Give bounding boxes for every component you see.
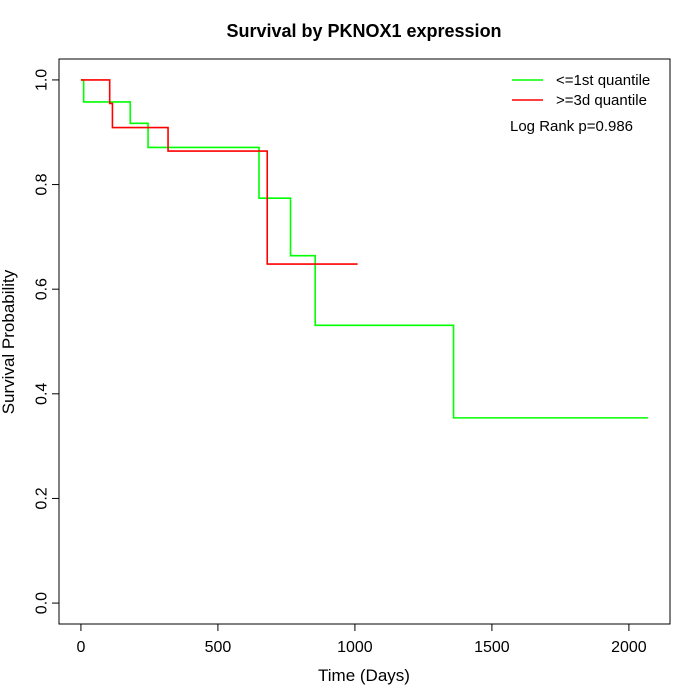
y-axis-label: Survival Probability — [0, 269, 18, 414]
x-tick-label: 500 — [205, 639, 232, 656]
x-axis-label: Time (Days) — [318, 666, 410, 685]
x-tick-label: 1500 — [474, 639, 510, 656]
plot-frame — [58, 58, 671, 625]
y-tick-label: 0.8 — [34, 173, 51, 195]
y-tick-label: 0.6 — [34, 278, 51, 300]
legend: <=1st quantile >=3d quantile — [512, 72, 650, 109]
y-tick-label: 0.0 — [34, 592, 51, 614]
y-tick-label: 0.2 — [34, 487, 51, 509]
legend-label: <=1st quantile — [556, 72, 650, 89]
y-axis: 0.0 0.2 0.4 0.6 0.8 1.0 — [34, 69, 60, 614]
x-tick-label: 2000 — [611, 639, 647, 656]
series-layer — [80, 79, 649, 419]
series-line-1 — [80, 79, 358, 265]
log-rank-annotation: Log Rank p=0.986 — [510, 118, 633, 135]
chart-title: Survival by PKNOX1 expression — [226, 21, 501, 41]
x-tick-label: 0 — [76, 639, 85, 656]
legend-label: >=3d quantile — [556, 92, 647, 109]
x-axis: 0 500 1000 1500 2000 — [76, 623, 647, 656]
x-tick-label: 1000 — [337, 639, 373, 656]
y-tick-label: 1.0 — [34, 69, 51, 91]
series-line-0 — [80, 79, 649, 419]
y-tick-label: 0.4 — [34, 383, 51, 405]
